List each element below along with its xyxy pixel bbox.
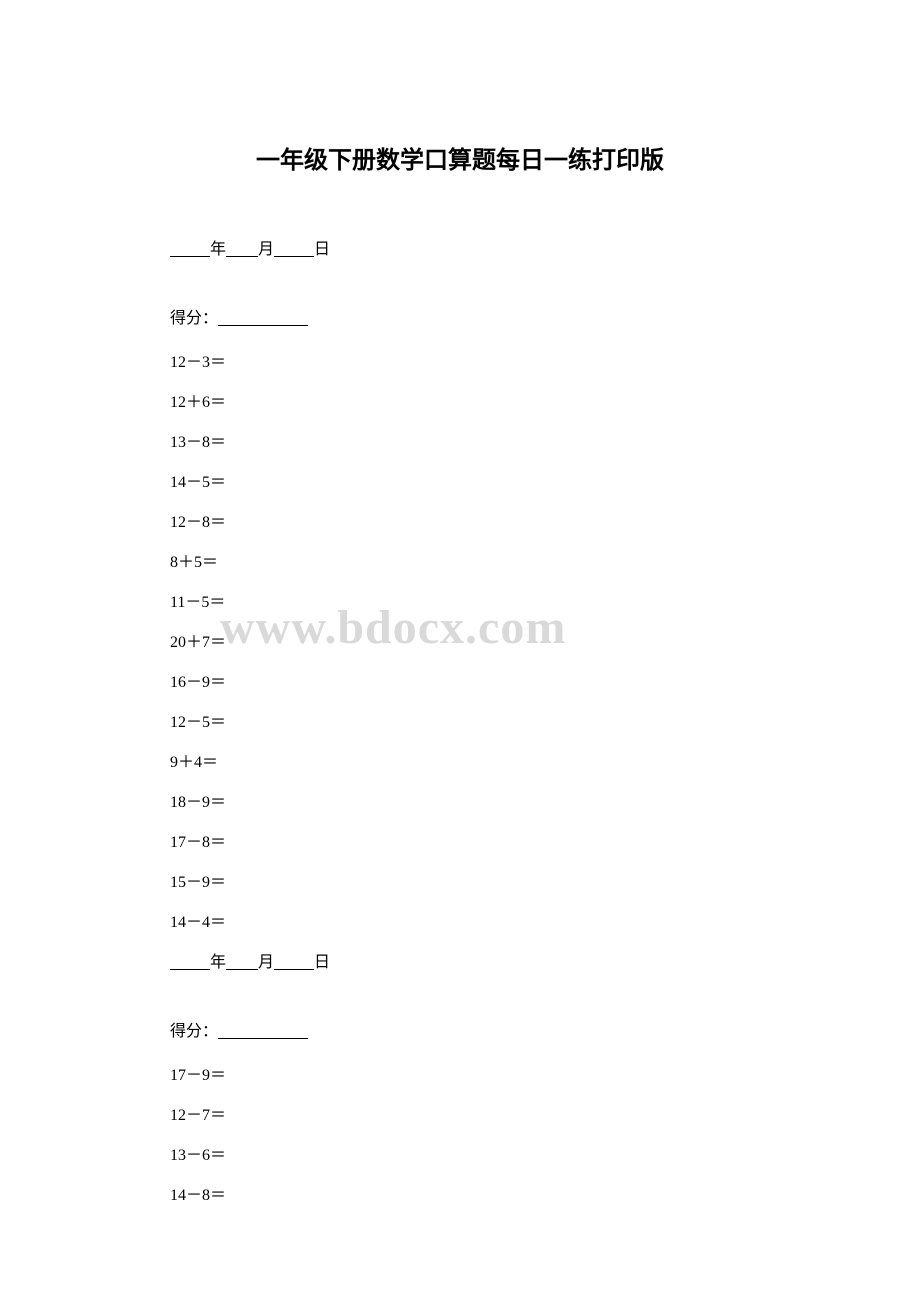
score-line-1: 得分： xyxy=(170,304,750,328)
month-label-2: 月 xyxy=(258,954,274,971)
problem-item: 8＋5＝ xyxy=(170,548,750,572)
day-label-1: 日 xyxy=(314,241,330,258)
score-label-2: 得分： xyxy=(170,1023,218,1040)
problem-item: 12－5＝ xyxy=(170,708,750,732)
score-underline-1 xyxy=(218,325,308,326)
day-underline-1 xyxy=(274,256,314,257)
score-line-2: 得分： xyxy=(170,1017,750,1041)
year-label-2: 年 xyxy=(210,954,226,971)
year-underline-2 xyxy=(170,969,210,970)
problem-item: 17－9＝ xyxy=(170,1061,750,1085)
problem-item: 12－3＝ xyxy=(170,348,750,372)
year-label-1: 年 xyxy=(210,241,226,258)
problems-section-1: 12－3＝ 12＋6＝ 13－8＝ 14－5＝ 12－8＝ 8＋5＝ 11－5＝ 20＋7＝ 1… xyxy=(170,348,750,932)
date-line-2: 年月日 xyxy=(170,948,750,972)
problem-item: 13－8＝ xyxy=(170,428,750,452)
problem-item: 18－9＝ xyxy=(170,788,750,812)
problem-item: 15－9＝ xyxy=(170,868,750,892)
year-underline-1 xyxy=(170,256,210,257)
problems-section-2: 17－9＝ 12－7＝ 13－6＝ 14－8＝ xyxy=(170,1061,750,1205)
score-underline-2 xyxy=(218,1038,308,1039)
problem-item: 14－5＝ xyxy=(170,468,750,492)
score-label-1: 得分： xyxy=(170,310,218,327)
problem-item: 13－6＝ xyxy=(170,1141,750,1165)
day-underline-2 xyxy=(274,969,314,970)
problem-item: 9＋4＝ xyxy=(170,748,750,772)
month-underline-1 xyxy=(226,256,258,257)
problem-item: 17－8＝ xyxy=(170,828,750,852)
problem-item: 12－7＝ xyxy=(170,1101,750,1125)
page-title: 一年级下册数学口算题每日一练打印版 xyxy=(170,140,750,175)
problem-item: 20＋7＝ xyxy=(170,628,750,652)
problem-item: 16－9＝ xyxy=(170,668,750,692)
problem-item: 14－4＝ xyxy=(170,908,750,932)
date-line-1: 年月日 xyxy=(170,235,750,259)
problem-item: 11－5＝ xyxy=(170,588,750,612)
month-label-1: 月 xyxy=(258,241,274,258)
problem-item: 12－8＝ xyxy=(170,508,750,532)
day-label-2: 日 xyxy=(314,954,330,971)
problem-item: 12＋6＝ xyxy=(170,388,750,412)
problem-item: 14－8＝ xyxy=(170,1181,750,1205)
month-underline-2 xyxy=(226,969,258,970)
